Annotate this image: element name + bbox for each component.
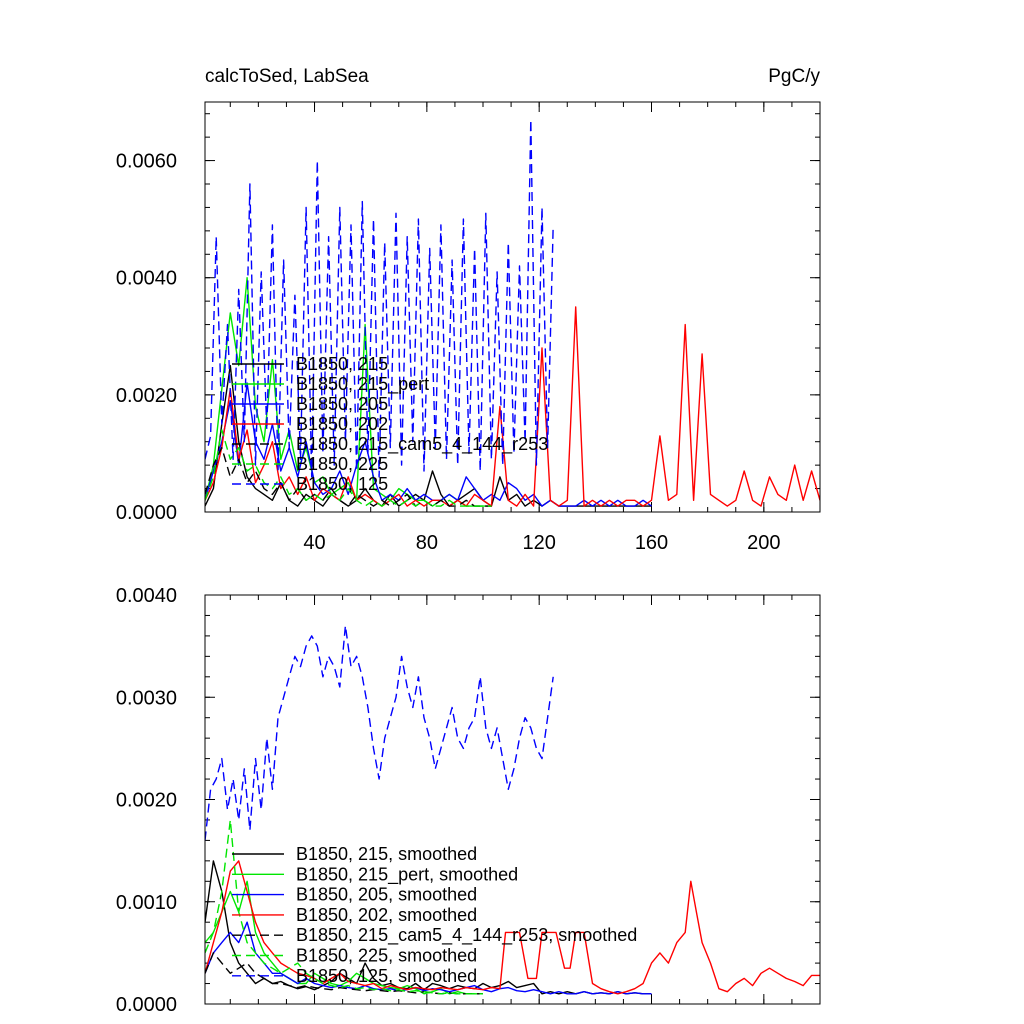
- series-line-b1850-215: [205, 364, 652, 507]
- series-line-b1850-215-cam5-4-144-r253-smoothed: [205, 952, 483, 995]
- y-tick-label: 0.0000: [116, 994, 177, 1016]
- series-line-b1850-125-smoothed: [205, 625, 554, 841]
- legend-label: B1850, 202, smoothed: [296, 905, 477, 925]
- plot-frame: [204, 101, 821, 513]
- y-tick-label: 0.0030: [116, 687, 177, 709]
- series-line-b1850-225: [205, 429, 492, 507]
- series-line-b1850-202: [205, 306, 820, 507]
- legend-label: B1850, 205, smoothed: [296, 885, 477, 905]
- series-line-b1850-215-cam5-4-144-r253: [205, 446, 492, 507]
- legend-label: B1850, 202: [296, 414, 388, 434]
- series-line-b1850-225-smoothed: [205, 819, 483, 995]
- legend-label: B1850, 205: [296, 394, 388, 414]
- plot-frame: [204, 594, 821, 1005]
- series-line-b1850-205: [205, 382, 652, 507]
- series-group: [205, 625, 820, 995]
- legend-label: B1850, 215_pert, smoothed: [296, 864, 518, 885]
- legend-label: B1850, 125, smoothed: [296, 966, 477, 986]
- x-tick-label: 40: [303, 532, 325, 554]
- series-line-b1850-202-smoothed: [205, 860, 820, 995]
- legend-label: B1850, 215: [296, 354, 388, 374]
- y-tick-label: 0.0020: [116, 790, 177, 812]
- y-tick-label: 0.0040: [116, 585, 177, 607]
- legend-label: B1850, 225, smoothed: [296, 946, 477, 966]
- bottom-panel: 0.0000 0.0010 0.0020 0.0030 0.0040 B1850, 215…: [116, 585, 821, 1016]
- x-tick-label: 120: [522, 532, 555, 554]
- y-tick-label: 0.0060: [116, 151, 177, 173]
- legend-label: B1850, 215_pert: [296, 374, 429, 395]
- y-tick-label: 0.0010: [116, 892, 177, 914]
- legend-label: B1850, 215, smoothed: [296, 844, 477, 864]
- legend-label: B1850, 215_cam5_4_144_r253, smoothed: [296, 925, 637, 946]
- series-line-b1850-125: [205, 118, 554, 478]
- legend-label: B1850, 215_cam5_4_144_r253: [296, 434, 548, 455]
- x-tick-label: 200: [747, 532, 780, 554]
- y-tick-label: 0.0020: [116, 385, 177, 407]
- y-tick-label: 0.0000: [116, 502, 177, 524]
- legend-label: B1850, 225: [296, 454, 388, 474]
- y-tick-label: 0.0040: [116, 268, 177, 290]
- legend-label: B1850, 125: [296, 474, 388, 494]
- units-label: PgC/y: [768, 66, 820, 87]
- x-tick-label: 80: [416, 532, 438, 554]
- chart-title: calcToSed, LabSea: [205, 66, 369, 87]
- top-panel: 40 80 120 160 200 0.0000 0.0020 0.0040 0.0060 B18…: [116, 101, 821, 554]
- x-tick-label: 160: [635, 532, 668, 554]
